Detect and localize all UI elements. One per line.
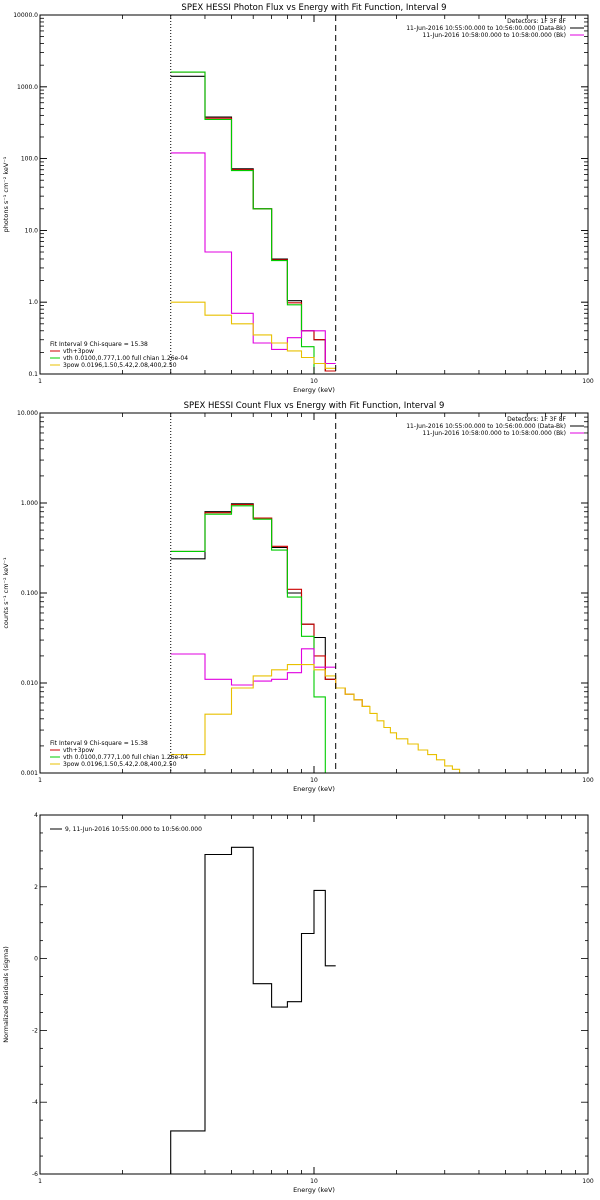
resid-x-tick-label: 100 (582, 1178, 594, 1185)
photon-legend-entry: 3pow 0.0196,1.50,5.42,2.08,400,2.50 (63, 362, 177, 369)
resid-x-tick-label: 10 (310, 1178, 318, 1185)
photon-chart-title: SPEX HESSI Photon Flux vs Energy with Fi… (181, 3, 446, 13)
resid-y-tick-label: -2 (32, 1027, 38, 1034)
count-y-tick-label: 0.001 (21, 770, 38, 777)
count-legend-entry: vth+3pow (63, 747, 94, 754)
count-series-vth (170, 505, 336, 774)
photon-y-tick-label: 1000.0 (17, 84, 38, 91)
photon-x-axis-label: Energy (keV) (293, 386, 335, 394)
photon-x-tick-label: 1 (38, 378, 42, 385)
count-y-tick-label: 0.010 (21, 680, 38, 687)
photon-series-vth (170, 71, 336, 375)
resid-x-tick-label: 1 (38, 1178, 42, 1185)
photon-info-line: 11-Jun-2016 10:58:00.000 to 10:58:00.000… (423, 32, 566, 39)
photon-y-tick-label: 100.0 (21, 156, 38, 163)
count-x-tick-label: 10 (310, 777, 318, 784)
count-x-tick-label: 100 (582, 777, 594, 784)
count-info-line: Detectors: 1F 3F 8F (507, 416, 566, 423)
count-chart-title: SPEX HESSI Count Flux vs Energy with Fit… (184, 401, 445, 411)
count-x-axis-label: Energy (keV) (293, 785, 335, 793)
photon-plot-frame (39, 14, 589, 375)
count-info-line: 11-Jun-2016 10:58:00.000 to 10:58:00.000… (423, 430, 566, 437)
count-y-axis-label: counts s⁻¹ cm⁻² keV⁻¹ (2, 557, 10, 629)
photon-flux-panel: 1 10 100 0.1 1.0 10.0 100.0 1000.0 10000.0 SPEX H… (2, 3, 594, 394)
resid-x-axis-label: Energy (keV) (293, 1186, 335, 1194)
photon-info-line: Detectors: 1F 3F 8F (507, 18, 566, 25)
residuals-panel: 1 10 100 -6 -4 -2 0 2 4 Energy (keV) Normalized Re… (2, 812, 594, 1194)
photon-x-tick-label: 100 (582, 378, 594, 385)
photon-y-axis-label: photons s⁻¹ cm⁻² keV⁻¹ (2, 156, 10, 232)
photon-series-fit (170, 71, 336, 372)
photon-series-bk (170, 152, 336, 365)
count-y-tick-label: 10.000 (17, 410, 38, 417)
photon-y-tick-label: 10.0 (25, 227, 39, 234)
count-series-bk (170, 648, 336, 686)
photon-series-pow (170, 301, 336, 369)
count-plot-frame (39, 412, 589, 774)
photon-y-tick-label: 1.0 (28, 299, 38, 306)
resid-y-tick-label: 0 (34, 956, 38, 963)
photon-legend-entry: vth 0.0100,0.777,1.00 full chian 1.26e-0… (63, 355, 188, 362)
count-y-tick-label: 0.100 (21, 590, 38, 597)
count-legend-entry: vth 0.0100,0.777,1.00 full chian 1.26e-0… (63, 754, 188, 761)
count-legend-header: Fit Interval 9 Chi-square = 15.38 (50, 740, 148, 747)
resid-y-tick-label: 4 (34, 812, 38, 819)
count-x-tick-label: 1 (38, 777, 42, 784)
resid-y-tick-label: -4 (32, 1099, 38, 1106)
resid-series-data (170, 846, 336, 1174)
photon-y-tick-label: 0.1 (28, 371, 38, 378)
photon-legend-entry: vth+3pow (63, 348, 94, 355)
resid-legend-entry: 9, 11-Jun-2016 10:55:00.000 to 10:56:00.… (65, 826, 202, 833)
count-y-tick-label: 1.000 (21, 500, 38, 507)
resid-y-tick-label: 2 (34, 884, 38, 891)
resid-plot-frame (39, 814, 589, 1175)
photon-y-tick-label: 10000.0 (13, 12, 38, 19)
count-info-line: 11-Jun-2016 10:55:00.000 to 10:56:00.000… (406, 423, 566, 430)
count-series-data (170, 503, 336, 680)
photon-info-line: 11-Jun-2016 10:55:00.000 to 10:56:00.000… (406, 25, 566, 32)
count-legend-entry: 3pow 0.0196,1.50,5.42,2.08,400,2.50 (63, 761, 177, 768)
photon-x-tick-label: 10 (310, 378, 318, 385)
resid-y-tick-label: -6 (32, 1171, 38, 1178)
count-series-pow (170, 664, 493, 774)
count-flux-panel: 1 10 100 0.001 0.010 0.100 1.000 10.000 SPEX HES… (2, 401, 594, 793)
photon-legend-header: Fit Interval 9 Chi-square = 15.38 (50, 341, 148, 348)
resid-y-axis-label: Normalized Residuals (sigma) (2, 946, 10, 1043)
